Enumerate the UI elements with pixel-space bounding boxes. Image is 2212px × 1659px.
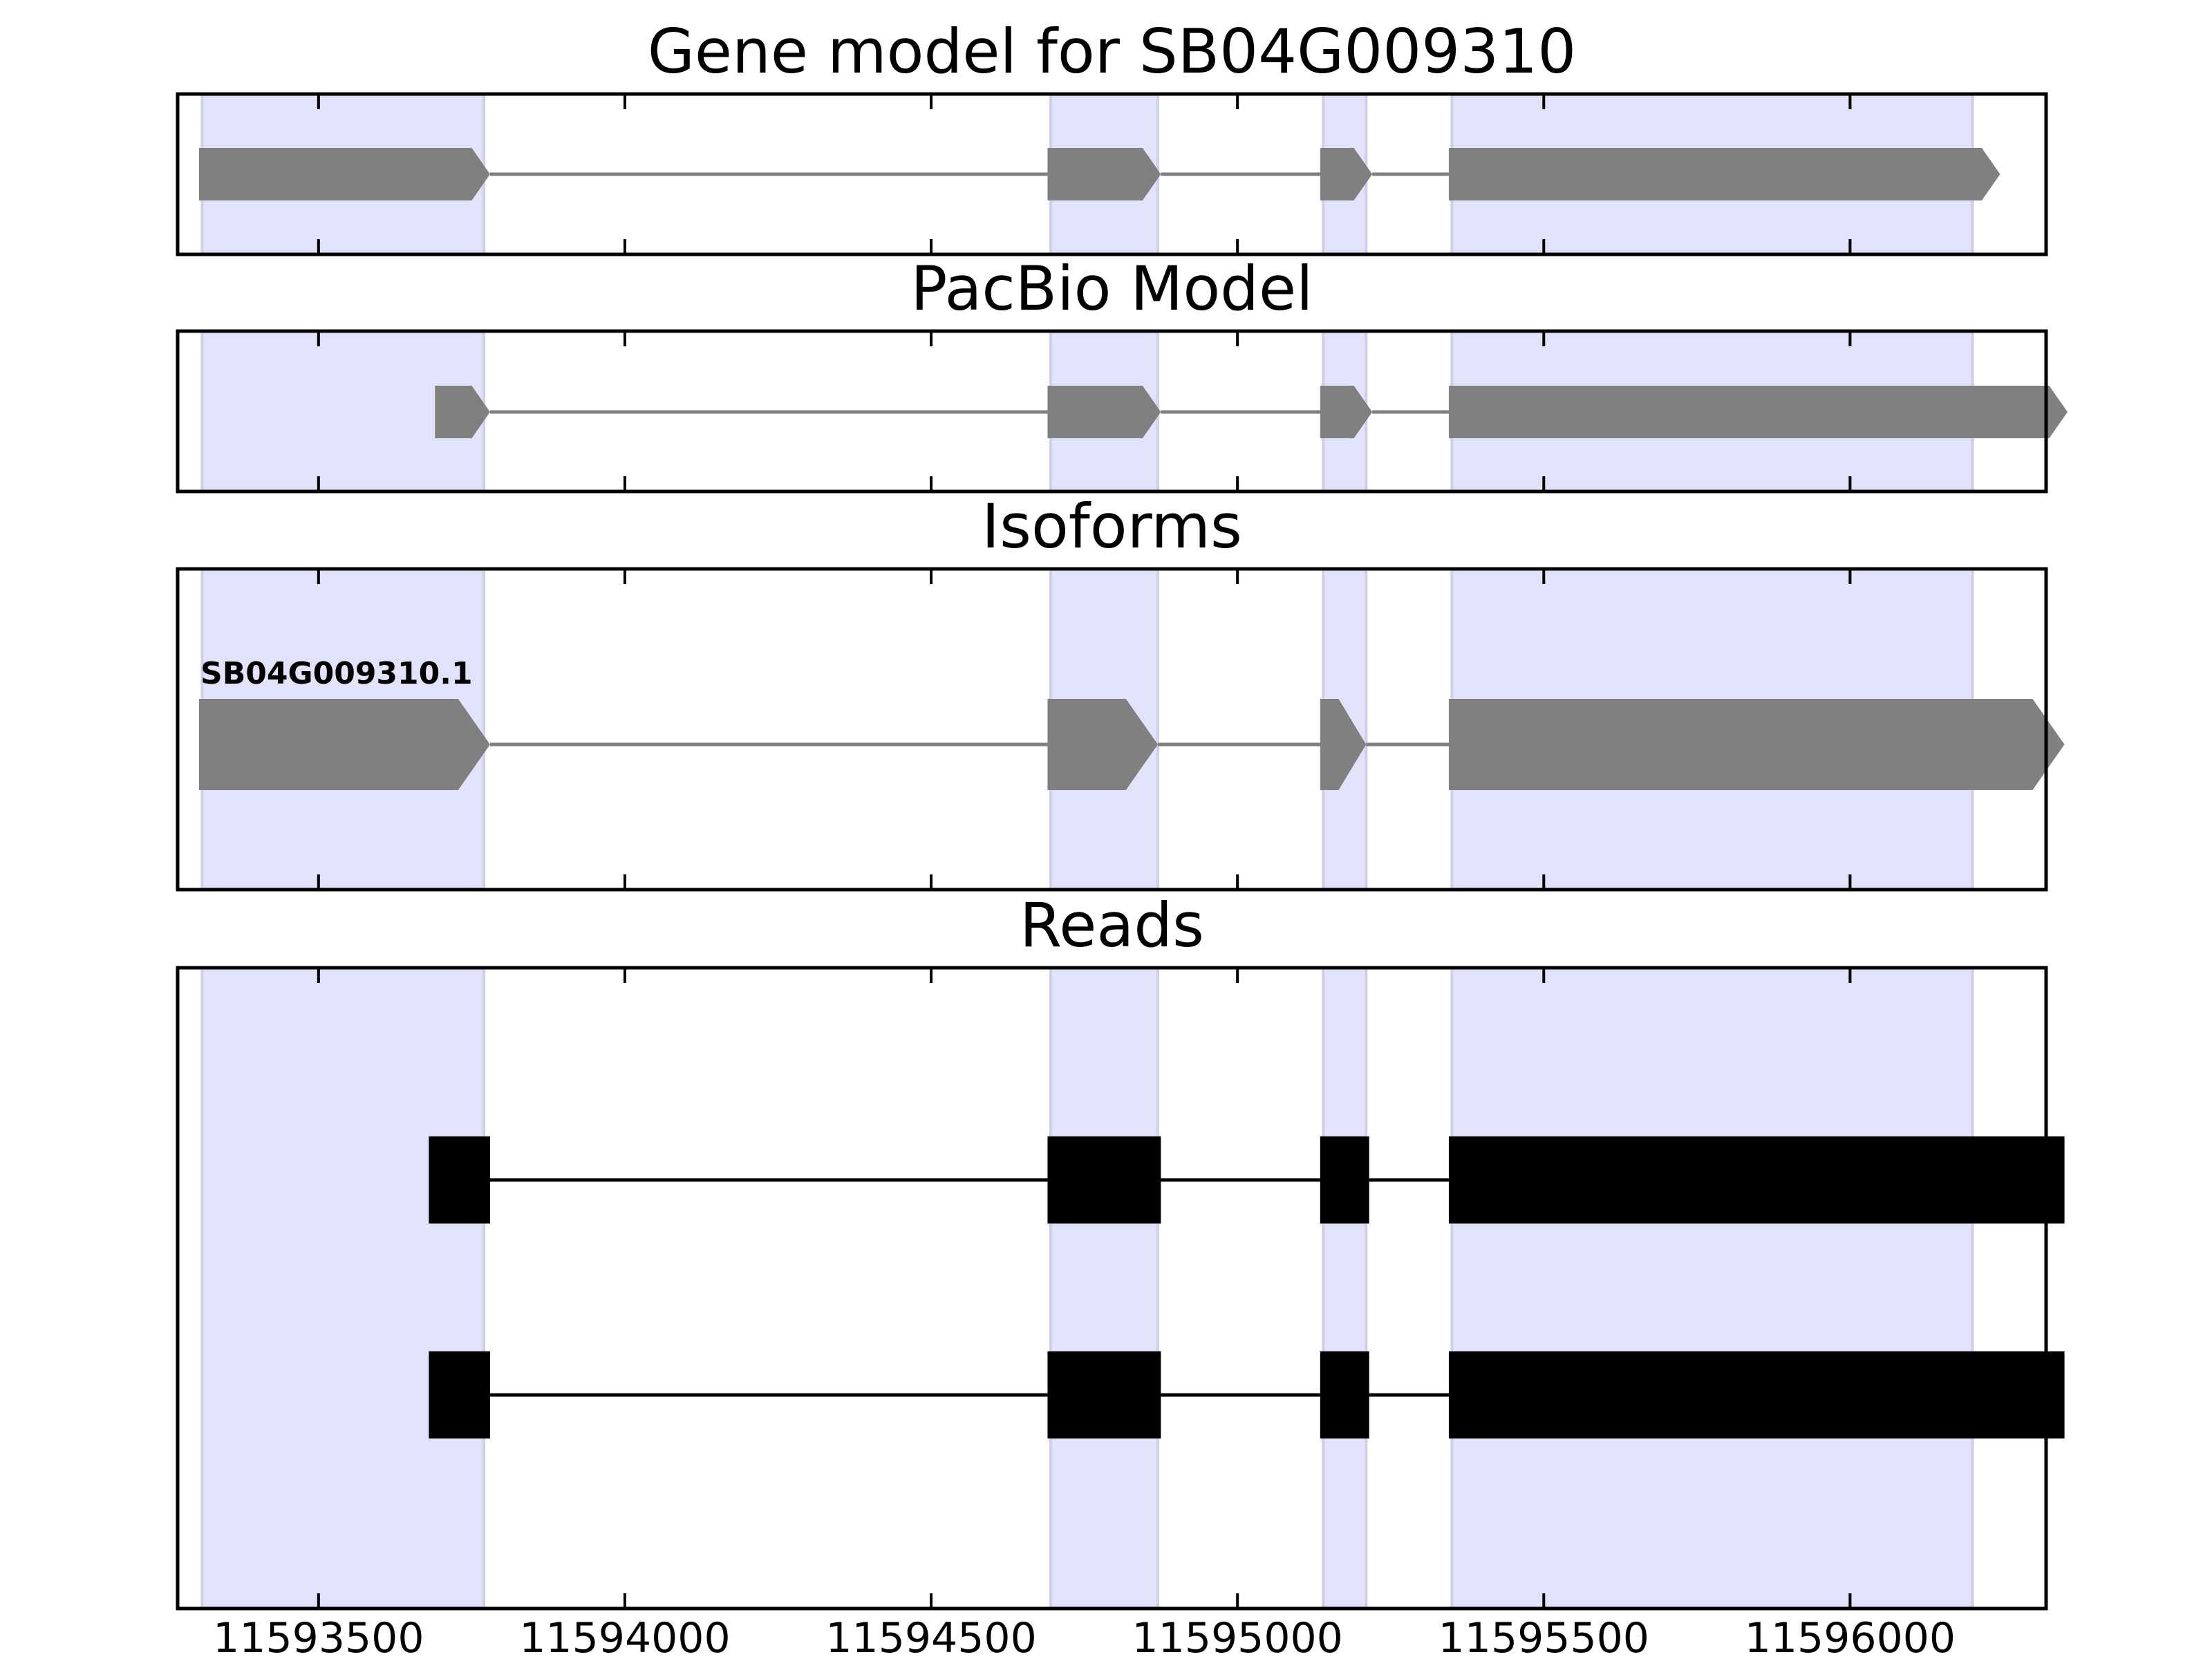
read-exon-block [1320, 1136, 1369, 1224]
panel-frame [176, 966, 2048, 1611]
x-tick-label: 11596000 [1745, 1614, 1956, 1659]
panel-title: Gene model for SB04G009310 [648, 16, 1577, 87]
exon-highlight-band [1322, 966, 1368, 1610]
panel-title: Reads [1020, 890, 1204, 961]
exon-arrow [1448, 148, 2000, 200]
exon-arrow [1320, 699, 1367, 790]
read-exon-block [1448, 1136, 2065, 1224]
panel-frame [176, 329, 2048, 494]
read-exon-block [429, 1351, 490, 1438]
exon-arrow [1320, 148, 1373, 200]
exon-arrow [199, 699, 490, 790]
read-exon-block [1047, 1136, 1161, 1224]
exon-arrow [1047, 148, 1161, 200]
exon-arrow [1448, 386, 2068, 438]
panel-frame [176, 92, 2048, 256]
exon-arrow [199, 148, 490, 200]
read-exon-block [429, 1136, 490, 1224]
read-exon-block [1047, 1351, 1161, 1438]
tracks-layer [199, 148, 2068, 1438]
isoform-label: SB04G009310.1 [200, 656, 473, 691]
panel-frame [176, 567, 2048, 892]
x-tick-label: 11594500 [825, 1614, 1036, 1659]
x-tick-label: 11595500 [1438, 1614, 1649, 1659]
read-exon-block [1448, 1351, 2065, 1438]
frames-layer [176, 92, 2048, 1611]
panel-title: Isoforms [982, 491, 1242, 562]
exon-arrow [1047, 386, 1161, 438]
exon-highlight-band [200, 966, 486, 1610]
panel-title: PacBio Model [910, 253, 1313, 324]
x-tick-label: 11594000 [519, 1614, 730, 1659]
exon-highlight-band [1450, 966, 1974, 1610]
exon-arrow [1448, 699, 2065, 790]
exon-arrow [1047, 699, 1158, 790]
read-exon-block [1320, 1351, 1369, 1438]
x-tick-label: 11593500 [213, 1614, 424, 1659]
exon-arrow [435, 386, 490, 438]
exon-highlight-band [1049, 966, 1159, 1610]
exon-arrow [1320, 386, 1373, 438]
x-tick-label: 11595000 [1132, 1614, 1342, 1659]
text-layer: Gene model for SB04G009310 PacBio Model SB… [200, 16, 1956, 1659]
